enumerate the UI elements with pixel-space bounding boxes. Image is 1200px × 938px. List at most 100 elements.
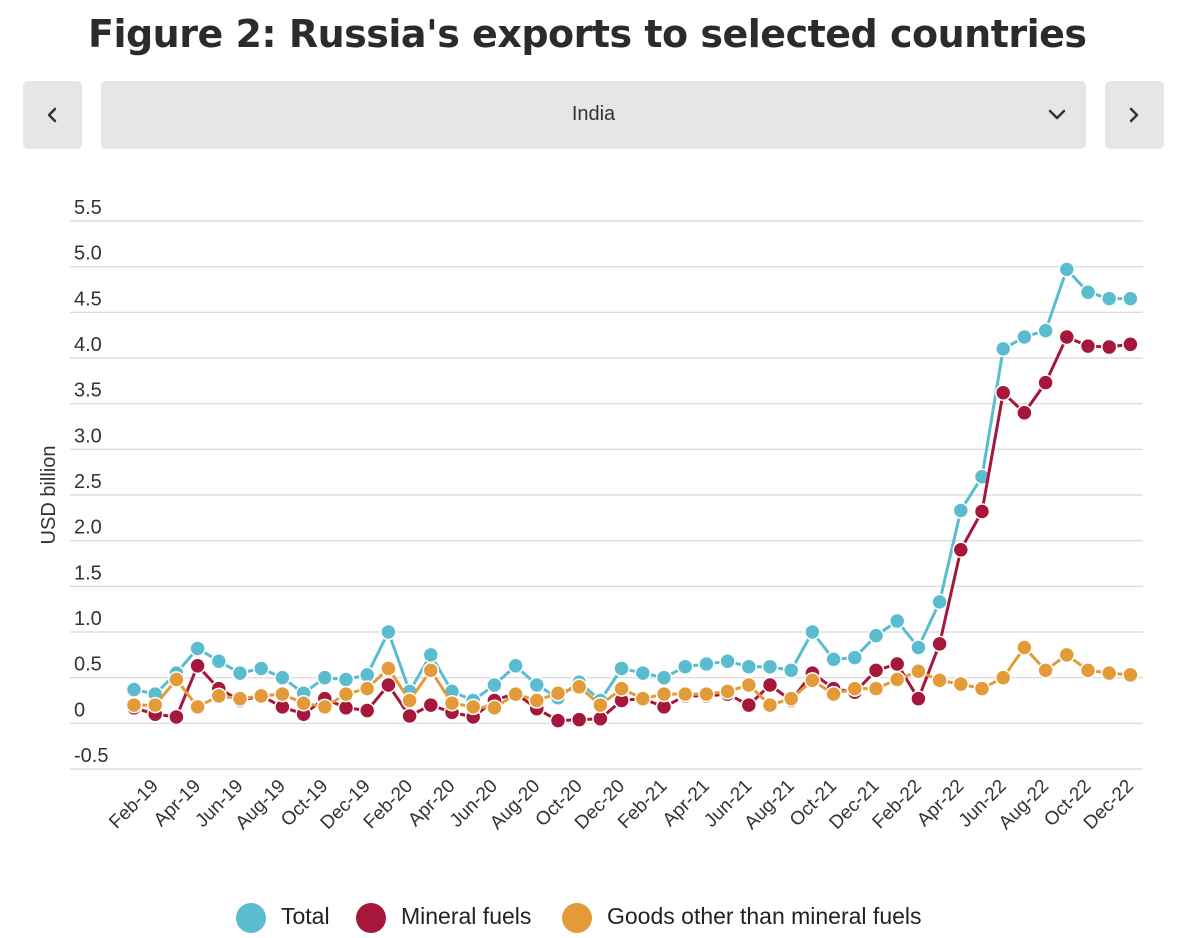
data-point xyxy=(719,652,736,670)
data-point xyxy=(634,690,652,707)
data-point xyxy=(867,680,885,697)
data-point xyxy=(1079,662,1097,679)
legend-label-total: Total xyxy=(281,903,330,929)
data-point xyxy=(422,646,440,664)
data-point xyxy=(761,658,779,675)
y-tick-label: 4.0 xyxy=(74,334,102,356)
data-point xyxy=(931,672,948,689)
data-point xyxy=(231,664,249,682)
country-select[interactable]: India xyxy=(101,81,1086,149)
data-point xyxy=(994,384,1012,401)
data-point xyxy=(655,685,673,703)
data-point xyxy=(931,635,948,653)
data-point xyxy=(846,680,864,697)
data-point xyxy=(1037,322,1054,339)
y-tick-label: -0.5 xyxy=(74,745,108,767)
data-point xyxy=(1016,328,1033,346)
grid-lines xyxy=(70,220,1143,770)
data-point xyxy=(740,676,758,694)
data-point xyxy=(804,672,821,689)
legend-swatch-total xyxy=(236,903,266,933)
data-point xyxy=(380,676,397,694)
data-point xyxy=(910,663,927,680)
data-point xyxy=(846,649,864,666)
y-tick-label: 1.5 xyxy=(74,562,102,584)
data-point xyxy=(528,692,546,709)
y-axis-label: USD billion xyxy=(38,446,60,545)
data-point xyxy=(570,678,588,696)
legend: Total Mineral fuels Goods other than min… xyxy=(0,897,1200,937)
data-point xyxy=(782,662,800,679)
data-point xyxy=(422,696,440,714)
series-line xyxy=(133,267,1131,702)
data-point xyxy=(973,680,991,697)
legend-label-mineral-fuels: Mineral fuels xyxy=(401,903,532,929)
y-tick-label: 2.0 xyxy=(74,517,102,539)
data-point xyxy=(337,671,355,688)
data-point xyxy=(443,694,461,712)
country-select-value: India xyxy=(571,103,616,125)
data-point xyxy=(676,658,694,675)
data-point xyxy=(888,655,906,673)
data-point xyxy=(888,671,906,688)
data-point xyxy=(189,698,206,716)
data-point xyxy=(252,660,270,677)
data-point xyxy=(655,669,673,686)
data-point xyxy=(719,683,736,700)
data-point xyxy=(1016,639,1033,656)
data-point xyxy=(761,696,779,714)
data-point xyxy=(973,503,991,520)
data-point xyxy=(952,541,970,559)
series-goods-other-than-mineral-fuels xyxy=(125,639,1139,717)
data-point xyxy=(1100,664,1118,682)
data-point xyxy=(210,652,228,670)
series-mineral-fuels xyxy=(125,328,1139,729)
data-point xyxy=(189,657,206,675)
data-point xyxy=(676,685,694,703)
data-point xyxy=(1079,283,1097,301)
data-point xyxy=(1058,261,1076,278)
data-point xyxy=(125,681,143,698)
y-tick-label: 3.5 xyxy=(74,380,102,402)
data-point xyxy=(931,593,948,611)
y-tick-label: 1.0 xyxy=(74,608,102,630)
data-point xyxy=(740,658,758,675)
chevron-right-icon xyxy=(1129,107,1139,123)
y-tick-label: 3.0 xyxy=(74,425,102,447)
chevron-left-icon xyxy=(47,107,57,123)
y-tick-label: 2.5 xyxy=(74,471,102,493)
data-point xyxy=(592,696,609,714)
data-point xyxy=(1122,290,1139,307)
data-point xyxy=(486,676,503,694)
data-point xyxy=(804,623,821,641)
data-point xyxy=(1122,336,1139,353)
data-point xyxy=(910,639,927,656)
data-point xyxy=(189,640,206,657)
y-tick-label: 5.0 xyxy=(74,243,102,265)
data-point xyxy=(380,660,397,677)
data-point xyxy=(295,694,312,712)
data-point xyxy=(634,664,652,682)
data-point xyxy=(888,612,906,630)
data-point xyxy=(613,680,630,697)
x-axis-ticks: Feb-19Apr-19Jun-19Aug-19Oct-19Dec-19Feb-… xyxy=(105,776,1138,834)
series-group xyxy=(125,261,1139,729)
previous-button[interactable] xyxy=(23,81,82,149)
data-point xyxy=(825,651,842,668)
data-point xyxy=(507,657,524,675)
y-tick-label: 4.5 xyxy=(74,288,102,310)
data-point xyxy=(994,669,1012,686)
legend-swatch-goods-other xyxy=(562,903,592,933)
chevron-down-icon xyxy=(1048,109,1066,120)
data-point xyxy=(337,699,355,717)
y-tick-label: 0 xyxy=(74,699,85,721)
data-point xyxy=(698,655,715,673)
next-button[interactable] xyxy=(1105,81,1164,149)
data-point xyxy=(274,669,291,686)
data-point xyxy=(380,623,397,641)
data-point xyxy=(146,696,164,714)
data-point xyxy=(698,685,715,703)
data-point xyxy=(613,660,630,677)
data-point xyxy=(125,696,143,714)
legend-label-goods-other: Goods other than mineral fuels xyxy=(607,903,922,929)
